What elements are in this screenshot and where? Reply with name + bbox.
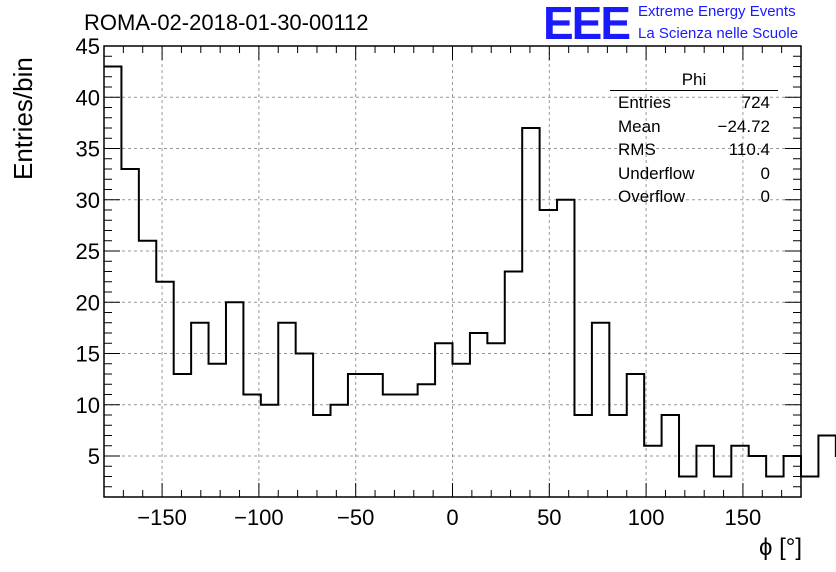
- plot-frame: [103, 45, 802, 498]
- stats-row: RMS 110.4: [610, 138, 778, 162]
- stats-value: 0: [760, 187, 770, 206]
- x-axis-label: ϕ [°]: [758, 534, 802, 561]
- x-tick-label: 100: [628, 505, 665, 530]
- y-tick-label: 45: [76, 34, 100, 59]
- logo-text-line1: Extreme Energy Events: [638, 3, 796, 20]
- stats-row: Underflow 0: [610, 162, 778, 186]
- x-tick-label: −100: [234, 505, 284, 530]
- y-tick-label: 30: [76, 188, 100, 213]
- x-tick-label: 150: [725, 505, 762, 530]
- y-tick-label: 25: [76, 239, 100, 264]
- y-axis-label: Entries/bin: [8, 57, 38, 180]
- x-tick-label: 50: [537, 505, 561, 530]
- stats-value: 724: [741, 93, 770, 112]
- y-tick-label: 5: [88, 444, 100, 469]
- x-tick-label: −150: [137, 505, 187, 530]
- y-tick-label: 20: [76, 290, 100, 315]
- stats-label: Overflow: [618, 187, 686, 206]
- stats-box-title: Phi: [610, 70, 778, 91]
- stats-value: 110.4: [728, 140, 770, 159]
- stats-row: Overflow 0: [610, 185, 778, 209]
- tick-labels: −150 −100 −50 0 50 100 150 5 10 15 20 25 30 35 40 45: [76, 34, 762, 530]
- y-tick-label: 40: [76, 85, 100, 110]
- x-tick-label: −50: [337, 505, 374, 530]
- stats-row: Mean −24.72: [610, 115, 778, 139]
- y-tick-label: 35: [76, 137, 100, 162]
- stats-value: 0: [760, 163, 770, 183]
- stats-label: Entries: [618, 93, 671, 112]
- stats-label: Underflow: [618, 163, 695, 183]
- stats-label: Mean: [618, 116, 661, 136]
- stats-value: −24.72: [717, 116, 770, 136]
- stats-label: RMS: [618, 140, 656, 159]
- axis-ticks: [103, 45, 802, 498]
- stats-row: Entries 724: [610, 91, 778, 115]
- chart-title: ROMA-02-2018-01-30-00112: [84, 10, 369, 35]
- eee-logo: EEE: [543, 0, 631, 49]
- logo-text-line2: La Scienza nelle Scuole: [638, 25, 799, 42]
- x-tick-label: 0: [446, 505, 458, 530]
- stats-box: Phi Entries 724 Mean −24.72 RMS 110.4 Un…: [610, 70, 778, 209]
- y-tick-label: 10: [76, 393, 100, 418]
- y-tick-label: 15: [76, 342, 100, 367]
- histogram-line: [104, 65, 836, 478]
